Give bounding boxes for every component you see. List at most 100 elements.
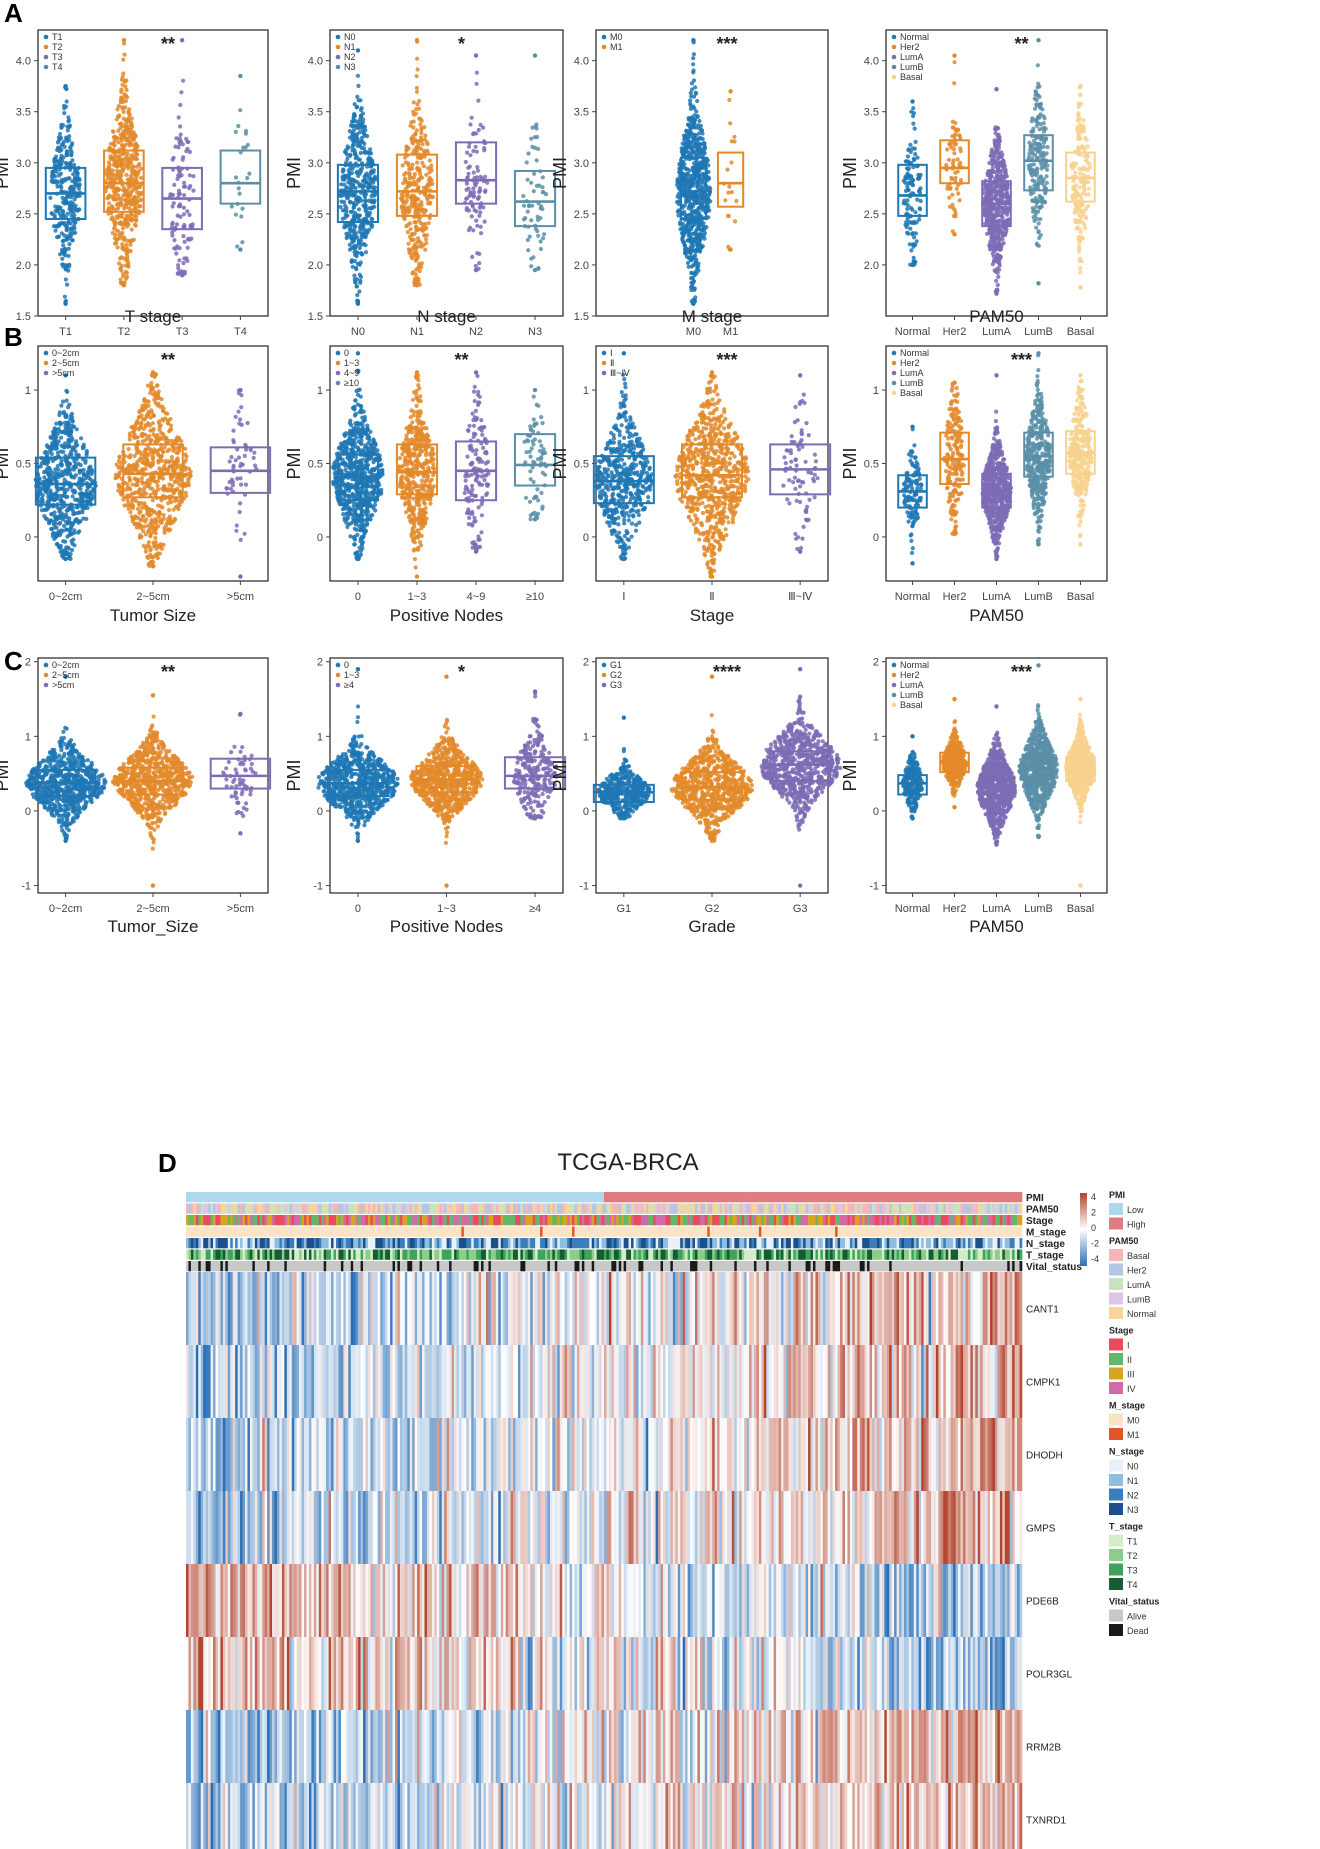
data-point — [57, 410, 63, 415]
data-point — [1077, 258, 1082, 263]
data-point — [64, 227, 69, 232]
data-point — [56, 467, 61, 472]
data-point — [1082, 188, 1087, 193]
y-tick-label: 2.5 — [308, 209, 323, 221]
data-point — [64, 104, 69, 109]
min-point — [414, 283, 420, 288]
data-point — [134, 450, 139, 456]
data-point — [1080, 210, 1085, 215]
data-point — [72, 175, 78, 180]
data-point — [81, 491, 86, 497]
y-tick-label: 2.0 — [864, 260, 879, 272]
min-point — [238, 247, 243, 252]
data-point — [680, 237, 685, 242]
data-point — [191, 188, 196, 193]
data-point — [76, 461, 81, 466]
data-point — [911, 255, 916, 260]
data-point — [83, 458, 88, 463]
data-point — [464, 181, 469, 186]
data-point — [951, 213, 957, 219]
data-point — [986, 205, 992, 210]
data-point — [347, 129, 352, 134]
data-point — [1001, 231, 1007, 236]
data-point — [910, 146, 916, 151]
data-point — [56, 514, 61, 519]
data-point — [111, 156, 116, 161]
data-point — [1078, 92, 1083, 98]
data-point — [53, 492, 58, 497]
data-point — [955, 169, 960, 174]
data-point — [132, 169, 137, 174]
data-point — [427, 170, 432, 175]
data-point — [675, 209, 680, 214]
data-point — [59, 185, 64, 190]
data-point — [52, 426, 57, 431]
data-point — [185, 209, 190, 214]
data-point — [695, 247, 700, 252]
data-point — [993, 213, 998, 218]
data-point — [909, 248, 914, 253]
data-point — [182, 239, 187, 244]
data-point — [471, 186, 476, 191]
data-point — [176, 266, 181, 271]
max-point — [1036, 38, 1041, 43]
data-point — [182, 256, 187, 261]
data-point — [165, 411, 170, 416]
data-point — [117, 156, 122, 161]
data-point — [726, 213, 731, 218]
legend-marker — [335, 44, 341, 50]
data-point — [417, 139, 422, 144]
legend-label: T4 — [52, 62, 63, 72]
data-point — [123, 142, 128, 147]
data-point — [59, 122, 64, 127]
data-point — [160, 476, 166, 481]
data-point — [915, 176, 920, 181]
data-point — [482, 148, 487, 153]
data-point — [997, 135, 1002, 140]
data-point — [129, 227, 134, 232]
data-point — [79, 436, 84, 441]
data-point — [701, 195, 706, 200]
data-point — [354, 197, 359, 202]
data-point — [473, 144, 478, 149]
data-point — [176, 115, 181, 120]
data-point — [112, 151, 117, 157]
y-tick-label: 3.0 — [308, 158, 323, 170]
data-point — [1038, 105, 1043, 110]
data-point — [154, 479, 159, 485]
data-point — [56, 544, 61, 549]
data-point — [109, 184, 114, 189]
data-point — [42, 507, 47, 512]
data-point — [122, 235, 127, 240]
data-point — [342, 225, 347, 230]
data-point — [908, 142, 913, 147]
data-point — [691, 286, 696, 291]
y-tick-label: 2.0 — [574, 260, 589, 272]
data-point — [118, 196, 124, 201]
max-point — [952, 53, 957, 58]
data-point — [681, 133, 687, 138]
data-point — [113, 197, 119, 202]
data-point — [83, 505, 88, 511]
data-point — [681, 224, 686, 229]
data-point — [67, 516, 72, 521]
data-point — [992, 138, 997, 143]
data-point — [63, 539, 68, 544]
data-point — [357, 184, 362, 189]
data-point — [72, 488, 77, 493]
data-point — [181, 261, 186, 266]
data-point — [57, 521, 62, 526]
data-point — [413, 201, 418, 206]
data-point — [128, 183, 133, 188]
data-point — [348, 152, 353, 157]
data-point — [126, 454, 131, 459]
data-point — [1038, 175, 1043, 180]
data-point — [66, 246, 71, 251]
legend-label: N1 — [344, 42, 356, 52]
data-point — [370, 185, 375, 190]
data-point — [127, 478, 132, 483]
data-point — [124, 270, 129, 276]
y-tick-label: 4.0 — [864, 56, 879, 68]
data-point — [127, 112, 132, 117]
data-point — [419, 135, 424, 140]
